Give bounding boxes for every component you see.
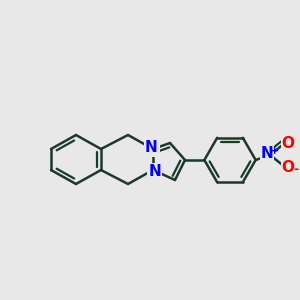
Text: N: N [261,146,273,161]
Text: -: - [294,164,299,176]
Text: N: N [147,142,159,157]
Text: N: N [145,140,158,155]
Text: N: N [148,164,161,179]
Text: +: + [270,146,279,155]
Text: O: O [281,136,295,151]
Text: O: O [281,160,295,175]
